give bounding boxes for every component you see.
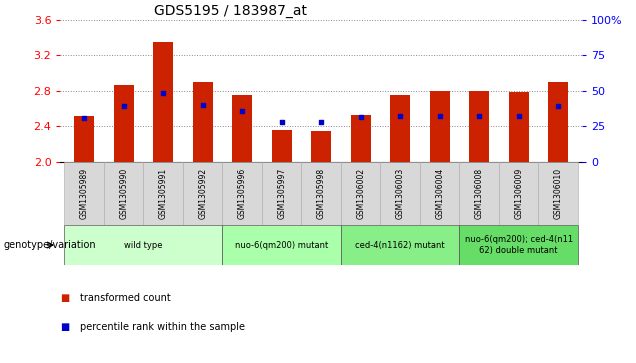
Bar bbox=[469, 91, 489, 162]
Bar bbox=[64, 225, 223, 265]
Bar bbox=[311, 131, 331, 162]
Point bbox=[277, 119, 287, 125]
Bar bbox=[509, 91, 529, 162]
Bar bbox=[223, 162, 262, 225]
Bar bbox=[391, 95, 410, 162]
Point bbox=[395, 114, 405, 119]
Point bbox=[198, 102, 208, 108]
Bar bbox=[183, 162, 223, 225]
Text: GSM1305992: GSM1305992 bbox=[198, 168, 207, 219]
Bar bbox=[459, 162, 499, 225]
Bar bbox=[430, 91, 450, 162]
Text: GSM1306002: GSM1306002 bbox=[356, 168, 365, 219]
Bar bbox=[499, 162, 539, 225]
Text: GSM1305990: GSM1305990 bbox=[119, 168, 128, 219]
Point bbox=[356, 114, 366, 120]
Bar bbox=[548, 82, 568, 162]
Point bbox=[434, 114, 445, 119]
Text: genotype/variation: genotype/variation bbox=[3, 240, 96, 250]
Point bbox=[118, 103, 128, 109]
Bar bbox=[301, 162, 341, 225]
Point bbox=[237, 108, 247, 114]
Text: GSM1305991: GSM1305991 bbox=[158, 168, 168, 219]
Bar bbox=[459, 225, 578, 265]
Text: GSM1306010: GSM1306010 bbox=[554, 168, 563, 219]
Point bbox=[316, 119, 326, 125]
Text: GSM1305996: GSM1305996 bbox=[238, 168, 247, 219]
Text: ced-4(n1162) mutant: ced-4(n1162) mutant bbox=[356, 241, 445, 249]
Text: GSM1306004: GSM1306004 bbox=[435, 168, 444, 219]
Bar bbox=[232, 95, 252, 162]
Point bbox=[474, 114, 484, 119]
Text: GDS5195 / 183987_at: GDS5195 / 183987_at bbox=[155, 4, 307, 17]
Text: ■: ■ bbox=[60, 322, 70, 332]
Bar bbox=[341, 225, 459, 265]
Text: GSM1305989: GSM1305989 bbox=[80, 168, 88, 219]
Point bbox=[79, 115, 89, 121]
Point bbox=[158, 90, 169, 96]
Text: nuo-6(qm200); ced-4(n11
62) double mutant: nuo-6(qm200); ced-4(n11 62) double mutan… bbox=[465, 235, 573, 255]
Text: percentile rank within the sample: percentile rank within the sample bbox=[80, 322, 244, 332]
Bar bbox=[104, 162, 143, 225]
Bar bbox=[351, 115, 371, 162]
Text: GSM1305997: GSM1305997 bbox=[277, 168, 286, 219]
Point bbox=[553, 103, 563, 109]
Bar bbox=[380, 162, 420, 225]
Bar bbox=[272, 130, 291, 162]
Bar bbox=[114, 85, 134, 162]
Bar bbox=[341, 162, 380, 225]
Text: GSM1306008: GSM1306008 bbox=[474, 168, 484, 219]
Text: transformed count: transformed count bbox=[80, 293, 170, 303]
Text: GSM1305998: GSM1305998 bbox=[317, 168, 326, 219]
Bar bbox=[193, 82, 212, 162]
Bar bbox=[420, 162, 459, 225]
Text: wild type: wild type bbox=[124, 241, 163, 249]
Bar bbox=[153, 42, 173, 162]
Text: GSM1306009: GSM1306009 bbox=[515, 168, 523, 219]
Point bbox=[514, 114, 524, 119]
Bar bbox=[539, 162, 578, 225]
Bar bbox=[64, 162, 104, 225]
Bar bbox=[223, 225, 341, 265]
Text: GSM1306003: GSM1306003 bbox=[396, 168, 404, 219]
Bar bbox=[74, 115, 94, 162]
Bar bbox=[143, 162, 183, 225]
Bar bbox=[262, 162, 301, 225]
Text: nuo-6(qm200) mutant: nuo-6(qm200) mutant bbox=[235, 241, 328, 249]
Text: ■: ■ bbox=[60, 293, 70, 303]
